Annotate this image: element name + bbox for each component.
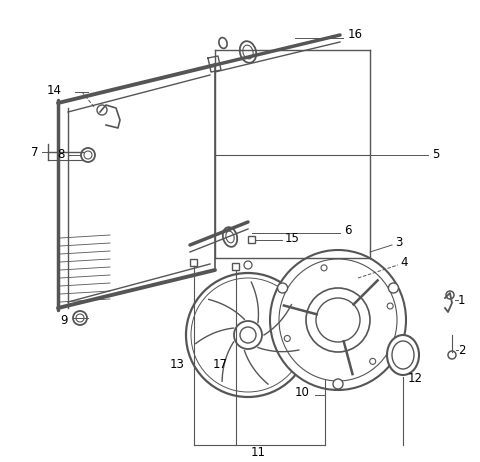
Circle shape <box>370 359 376 365</box>
FancyBboxPatch shape <box>232 263 239 270</box>
Text: 1: 1 <box>458 293 466 306</box>
Circle shape <box>234 321 262 349</box>
Text: 6: 6 <box>344 224 351 237</box>
Circle shape <box>446 291 454 299</box>
FancyBboxPatch shape <box>248 236 255 243</box>
Text: 5: 5 <box>432 148 439 162</box>
Circle shape <box>306 288 370 352</box>
Circle shape <box>76 314 84 322</box>
Ellipse shape <box>387 335 419 375</box>
Ellipse shape <box>392 341 414 369</box>
Circle shape <box>81 148 95 162</box>
Text: 16: 16 <box>348 29 363 42</box>
Ellipse shape <box>240 41 256 63</box>
Circle shape <box>277 283 288 293</box>
Text: 17: 17 <box>213 359 228 371</box>
Circle shape <box>333 379 343 389</box>
Circle shape <box>240 327 256 343</box>
Circle shape <box>316 298 360 342</box>
Circle shape <box>191 278 305 392</box>
Ellipse shape <box>226 231 234 243</box>
Circle shape <box>73 311 87 325</box>
Text: 4: 4 <box>400 255 408 268</box>
Ellipse shape <box>219 37 227 49</box>
Text: 8: 8 <box>58 148 65 162</box>
Ellipse shape <box>270 250 406 390</box>
Text: 15: 15 <box>285 231 300 244</box>
Circle shape <box>387 303 393 309</box>
Circle shape <box>186 273 310 397</box>
Text: 10: 10 <box>295 387 310 400</box>
Ellipse shape <box>223 227 237 247</box>
Circle shape <box>97 105 107 115</box>
Text: 13: 13 <box>170 359 185 371</box>
Circle shape <box>84 151 92 159</box>
Ellipse shape <box>279 259 397 381</box>
Circle shape <box>448 351 456 359</box>
Circle shape <box>284 335 290 341</box>
Circle shape <box>388 283 398 293</box>
Ellipse shape <box>243 45 253 59</box>
Circle shape <box>321 265 327 271</box>
Text: 3: 3 <box>395 237 402 249</box>
Text: 14: 14 <box>47 84 62 97</box>
Text: 7: 7 <box>31 146 38 158</box>
Circle shape <box>244 261 252 269</box>
Text: 2: 2 <box>458 344 466 357</box>
Text: 9: 9 <box>60 314 68 327</box>
FancyBboxPatch shape <box>190 259 197 266</box>
Text: 12: 12 <box>408 371 423 384</box>
Text: 11: 11 <box>251 445 265 458</box>
